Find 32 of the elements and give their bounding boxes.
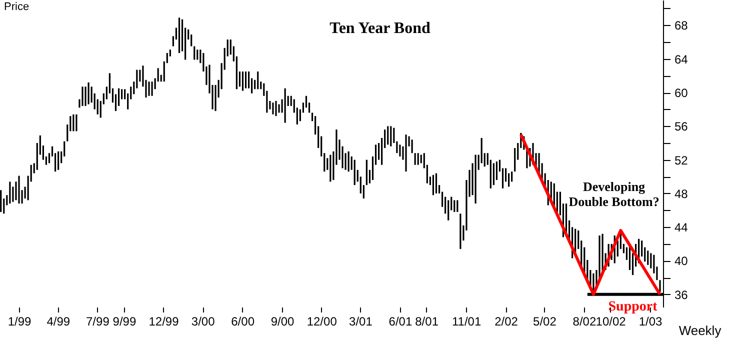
x-tick-label: 1/03 — [638, 314, 663, 328]
x-tick-label: 4/99 — [46, 314, 70, 328]
x-tick-label: 7/99 — [86, 314, 110, 328]
x-tick-label: 9/00 — [270, 314, 295, 328]
y-tick-label: 36 — [674, 288, 688, 302]
x-tick-label: 12/00 — [306, 314, 338, 328]
x-tick-label: 11/01 — [452, 314, 482, 328]
y-tick-label: 56 — [674, 120, 688, 134]
y-tick-label: 40 — [674, 254, 688, 268]
x-tick-label: 6/00 — [231, 314, 255, 328]
y-tick-label: 44 — [674, 220, 688, 235]
x-tick-label: 5/02 — [533, 314, 557, 328]
annotation: Developing Double Bottom? — [568, 179, 660, 209]
y-tick-label: 52 — [674, 153, 688, 168]
x-tick-label: 12/99 — [148, 314, 180, 328]
x-tick-label: 10/02 — [596, 314, 626, 328]
y-axis-title: Price — [4, 1, 30, 13]
text: Ten Year Bond — [330, 20, 430, 37]
x-tick-label: 1/99 — [8, 314, 32, 328]
x-tick-label: 2/02 — [494, 314, 518, 328]
y-tick-label: 60 — [674, 86, 688, 100]
x-tick-label: 8/02 — [572, 314, 596, 328]
x-tick-label: 6/01 — [388, 314, 412, 328]
text: Weekly — [678, 323, 722, 338]
y-tick-label: 64 — [674, 52, 688, 66]
y-tick-label: 48 — [674, 186, 688, 201]
x-tick-label: 3/00 — [191, 314, 216, 328]
x-tick-label: 3/01 — [349, 314, 373, 328]
annotation: Support — [608, 299, 658, 314]
y-tick-label: 68 — [674, 18, 688, 33]
x-tick-label: 9/99 — [112, 314, 136, 328]
x-tick-label: 8/01 — [415, 314, 439, 328]
